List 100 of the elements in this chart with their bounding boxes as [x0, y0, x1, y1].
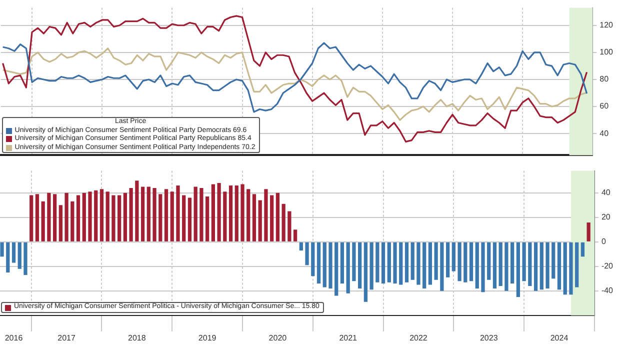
- bar: [393, 242, 397, 284]
- bar: [270, 195, 274, 242]
- bar: [563, 242, 567, 295]
- y-tick-label: 40: [600, 128, 610, 138]
- bar: [112, 195, 116, 242]
- y-tick-label: 20: [601, 212, 611, 222]
- bar: [293, 230, 298, 242]
- y-tick-label: 100: [600, 48, 614, 57]
- bar: [94, 190, 98, 242]
- bar: [557, 242, 562, 290]
- bar: [586, 222, 590, 242]
- y-tick-label: 120: [600, 20, 614, 30]
- bar: [381, 242, 386, 284]
- y-tick-label: 80: [600, 74, 610, 84]
- bar: [340, 242, 344, 284]
- bar: [540, 242, 544, 290]
- bar: [129, 188, 133, 242]
- bar: [458, 242, 462, 282]
- bar: [100, 189, 104, 242]
- bar: [410, 242, 414, 280]
- bar: [276, 192, 280, 242]
- bar: [264, 189, 268, 242]
- bar: [82, 192, 86, 242]
- y-tick-label: -40: [601, 286, 614, 296]
- bar: [6, 242, 10, 273]
- bar: [522, 242, 526, 282]
- bar: [552, 242, 556, 279]
- bar: [64, 192, 68, 242]
- bar: [200, 188, 204, 242]
- bar: [334, 242, 338, 296]
- bar: [376, 242, 380, 282]
- bar: [0, 242, 4, 257]
- bar: [164, 189, 168, 242]
- x-tick-label: 2024: [550, 333, 569, 342]
- bar: [182, 195, 186, 242]
- bar: [176, 186, 180, 242]
- bar: [88, 192, 92, 242]
- bar: [288, 211, 292, 242]
- bar: [504, 242, 508, 291]
- bar: [569, 242, 573, 295]
- x-tick-label: 2016: [4, 333, 24, 342]
- bar: [434, 242, 438, 280]
- bar: [12, 242, 16, 263]
- bar: [299, 242, 303, 250]
- bar: [188, 198, 192, 242]
- bar: [70, 201, 74, 242]
- x-tick-label: 2018: [128, 333, 146, 342]
- bar: [352, 242, 356, 282]
- bar: [534, 242, 538, 291]
- bar: [205, 196, 210, 242]
- y-tick-label: 40: [601, 188, 611, 198]
- bar: [492, 242, 497, 288]
- bar: [322, 242, 326, 288]
- bar: [528, 242, 532, 286]
- bar: [228, 186, 233, 242]
- bar: [211, 184, 215, 242]
- bar: [510, 242, 514, 284]
- bar: [30, 195, 34, 242]
- bar: [18, 242, 22, 269]
- bar: [194, 186, 198, 242]
- bar: [387, 242, 391, 282]
- bar: [422, 242, 426, 288]
- bar: [118, 195, 122, 242]
- bar: [446, 242, 450, 278]
- bar: [282, 204, 286, 242]
- bar: [475, 242, 479, 288]
- bar: [58, 205, 62, 242]
- bar: [370, 242, 374, 290]
- bar: [35, 194, 40, 242]
- y-tick-label: -20: [601, 262, 614, 271]
- bar: [146, 186, 150, 242]
- x-tick-label: 2021: [339, 333, 358, 342]
- bar: [404, 242, 409, 282]
- bar: [358, 242, 362, 288]
- bar: [546, 242, 550, 288]
- bar: [47, 192, 51, 242]
- bar: [252, 194, 256, 242]
- bar: [170, 192, 174, 242]
- bar: [24, 242, 28, 275]
- bar: [246, 189, 250, 242]
- bar: [575, 242, 579, 288]
- bar: [223, 192, 227, 242]
- x-tick-label: 2020: [268, 333, 288, 342]
- bar: [328, 242, 332, 288]
- bar: [140, 186, 145, 242]
- bar: [106, 192, 110, 242]
- x-tick-label: 2023: [480, 333, 498, 342]
- y-tick-label: 60: [600, 102, 610, 111]
- bar: [481, 242, 485, 292]
- bar: [217, 183, 221, 242]
- bar: [416, 242, 420, 285]
- bar: [316, 242, 321, 284]
- x-tick-label: 2022: [410, 333, 428, 342]
- x-tick-label: 2017: [58, 333, 76, 342]
- bar: [580, 242, 585, 257]
- bar: [123, 192, 128, 242]
- bar: [76, 195, 80, 242]
- bar: [428, 242, 432, 285]
- y-tick-label: 0: [601, 237, 606, 246]
- bar: [487, 242, 491, 280]
